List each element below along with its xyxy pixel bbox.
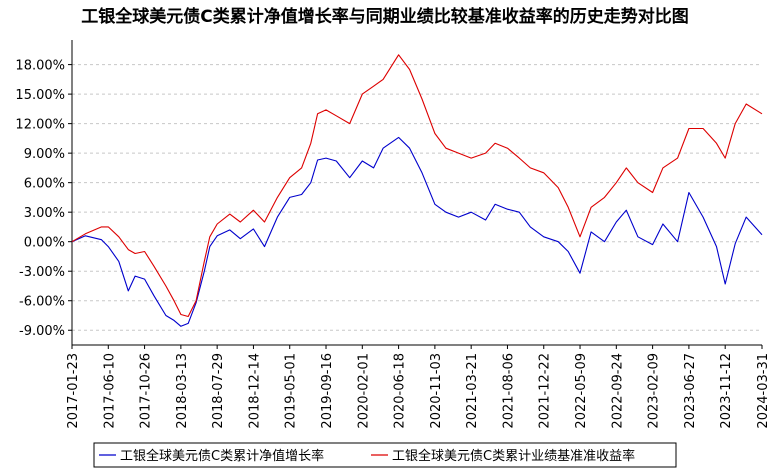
chart-title: 工银全球美元债C类累计净值增长率与同期业绩比较基准收益率的历史走势对比图 [81,7,689,27]
y-tick-label: 6.00% [24,177,65,192]
y-tick-label: 12.00% [15,118,65,133]
x-tick-label: 2018-03-13 [175,353,190,429]
x-tick-label: 2022-05-09 [574,353,589,429]
x-tick-label: 2020-02-01 [356,353,371,429]
x-tick-label: 2018-07-29 [211,353,226,429]
y-tick-label: -9.00% [19,324,65,339]
series-line-1 [71,54,763,318]
x-tick-label: 2018-12-14 [247,353,262,429]
y-tick-label: 0.00% [24,236,65,251]
x-tick-label: 2021-12-22 [538,353,553,429]
x-tick-label: 2024-03-31 [756,353,770,429]
x-tick-label: 2017-06-10 [102,353,117,429]
y-tick-label: -6.00% [19,295,65,310]
legend-label-benchmark: 工银全球美元债C类累计业绩基准准收益率 [392,448,635,464]
axes [68,40,763,349]
x-tick-label: 2021-03-21 [465,353,480,429]
y-tick-label: 9.00% [24,147,65,162]
x-tick-label: 2023-06-27 [683,353,698,429]
x-tick-label: 2017-10-26 [139,353,154,429]
y-tick-labels: 18.00% 15.00% 12.00% 9.00% 6.00% 3.00% 0.00% -3… [15,59,65,340]
series-line-0 [71,136,763,327]
x-tick-label: 2020-06-18 [393,353,408,429]
x-tick-label: 2019-09-16 [320,353,335,429]
x-tick-label: 2019-05-01 [284,353,299,429]
x-tick-label: 2023-02-09 [647,353,662,429]
y-tick-label: 18.00% [15,59,65,74]
series-lines [71,54,763,327]
grid-lines [72,64,762,331]
legend-label-nav: 工银全球美元债C类累计净值增长率 [120,448,324,464]
y-tick-label: 3.00% [24,206,65,221]
x-tick-label: 2017-01-23 [66,353,81,429]
x-tick-label: 2023-11-12 [719,353,734,429]
x-tick-labels: 2017-01-23 2017-06-10 2017-10-26 2018-03-13… [66,353,770,429]
y-tick-label: -3.00% [19,265,65,280]
y-tick-label: 15.00% [15,88,65,103]
x-tick-label: 2022-09-24 [610,353,625,429]
legend: 工银全球美元债C类累计净值增长率 工银全球美元债C类累计业绩基准准收益率 [93,442,677,468]
x-tick-label: 2020-11-03 [429,353,444,429]
x-tick-label: 2021-08-06 [501,353,516,429]
